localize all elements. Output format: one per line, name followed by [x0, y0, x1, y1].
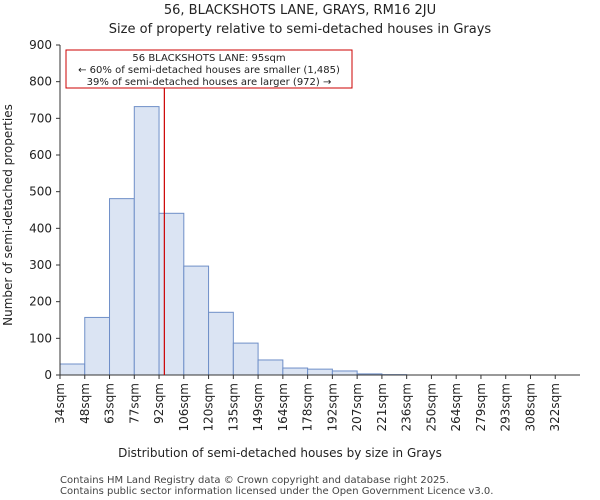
footer-line-2: Contains public sector information licen…	[60, 486, 493, 497]
x-tick-label: 63sqm	[103, 383, 117, 424]
x-tick-label: 293sqm	[499, 383, 513, 431]
chart-title: 56, BLACKSHOTS LANE, GRAYS, RM16 2JU	[164, 3, 436, 18]
x-tick-label: 164sqm	[276, 383, 290, 431]
x-tick-label: 250sqm	[424, 383, 438, 431]
annotation-line-1: 56 BLACKSHOTS LANE: 95sqm	[132, 53, 285, 64]
y-ticks: 0 100 200 300 400 500 600 700 800 900	[29, 38, 60, 382]
x-ticks: 34sqm 48sqm 63sqm 77sqm 92sqm 106sqm 120sqm 135…	[53, 375, 562, 431]
x-tick-label: 192sqm	[325, 383, 339, 431]
x-tick-label: 178sqm	[301, 383, 315, 431]
y-tick-label: 400	[29, 221, 52, 235]
bar-164sqm	[282, 367, 309, 376]
bar-48sqm	[84, 316, 111, 376]
x-tick-label: 77sqm	[127, 383, 141, 424]
bar-120sqm	[208, 311, 234, 376]
bar-77sqm	[133, 106, 160, 376]
x-tick-label: 308sqm	[523, 383, 537, 431]
y-tick-label: 900	[29, 38, 52, 52]
bar-149sqm	[257, 359, 284, 376]
bar-135sqm	[232, 342, 259, 376]
x-tick-label: 149sqm	[251, 383, 265, 431]
bar-106sqm	[183, 265, 210, 376]
x-axis-label: Distribution of semi-detached houses by …	[118, 446, 442, 460]
y-tick-label: 700	[29, 111, 52, 125]
x-tick-label: 34sqm	[53, 383, 67, 424]
y-tick-label: 100	[29, 331, 52, 345]
x-tick-label: 236sqm	[400, 383, 414, 431]
y-axis-label: Number of semi-detached properties	[1, 104, 15, 326]
x-tick-label: 106sqm	[177, 383, 191, 431]
x-tick-label: 264sqm	[449, 383, 463, 431]
annotation-box	[65, 49, 353, 89]
y-tick-label: 300	[29, 258, 52, 272]
bar-178sqm	[307, 368, 333, 376]
x-tick-label: 92sqm	[152, 383, 166, 424]
x-tick-label: 135sqm	[226, 383, 240, 431]
axes-layer	[59, 45, 580, 376]
annotation-line-2: ← 60% of semi-detached houses are smalle…	[78, 65, 340, 76]
bar-192sqm	[331, 370, 358, 376]
y-tick-label: 0	[44, 368, 52, 382]
annotation-line-3: 39% of semi-detached houses are larger (…	[87, 77, 332, 88]
chart-subtitle: Size of property relative to semi-detach…	[109, 22, 492, 37]
bar-92sqm	[158, 212, 185, 376]
x-tick-label: 322sqm	[548, 383, 562, 431]
footer-line-1: Contains HM Land Registry data © Crown c…	[60, 475, 449, 486]
x-tick-label: 120sqm	[202, 383, 216, 431]
bar-34sqm	[59, 363, 86, 376]
y-tick-label: 200	[29, 295, 52, 309]
x-tick-label: 279sqm	[474, 383, 488, 431]
bars-layer	[59, 106, 408, 376]
x-tick-label: 221sqm	[375, 383, 389, 431]
y-tick-label: 600	[29, 148, 52, 162]
x-tick-label: 48sqm	[78, 383, 92, 424]
y-tick-label: 800	[29, 75, 52, 89]
x-tick-label: 207sqm	[350, 383, 364, 431]
y-tick-label: 500	[29, 185, 52, 199]
bar-63sqm	[109, 198, 135, 376]
